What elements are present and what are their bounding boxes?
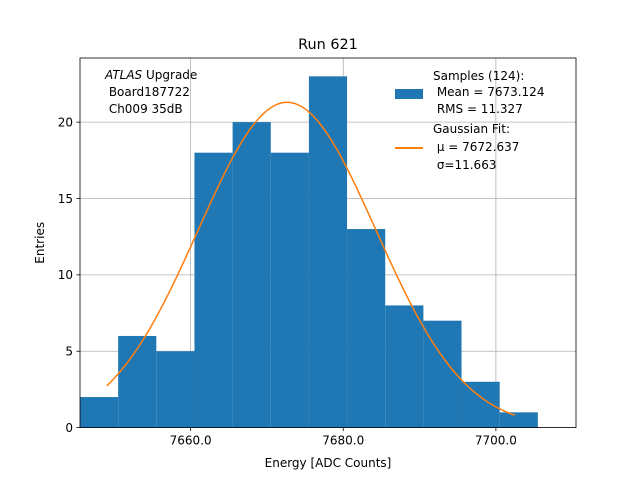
legend-samples-swatch — [395, 89, 423, 99]
legend-fit-mu: μ = 7672.637 — [433, 140, 519, 154]
histogram-bar-0 — [80, 397, 119, 428]
histogram-bar-1 — [118, 335, 157, 428]
x-axis-label: Energy [ADC Counts] — [265, 456, 392, 470]
legend-samples-mean: Mean = 7673.124 — [433, 85, 544, 99]
histogram-bar-10 — [461, 381, 500, 428]
histogram-bar-8 — [385, 305, 424, 428]
y-axis-label: Entries — [33, 222, 47, 264]
histogram-bar-7 — [347, 229, 386, 428]
board-label: Board187722 — [105, 85, 190, 99]
x-tick-label: 7680.0 — [322, 434, 364, 448]
atlas-label-upgrade: Upgrade — [142, 68, 197, 82]
histogram-bar-4 — [232, 122, 271, 428]
legend: Samples (124): Mean = 7673.124 RMS = 11.… — [395, 69, 544, 172]
y-tick-label: 20 — [58, 115, 73, 129]
histogram-bar-3 — [194, 152, 233, 428]
x-tick-label: 7660.0 — [170, 434, 212, 448]
chart-title: Run 621 — [298, 37, 358, 53]
atlas-label-italic: ATLAS — [104, 68, 143, 82]
atlas-label: ATLAS Upgrade — [104, 68, 197, 82]
legend-samples-rms: RMS = 11.327 — [433, 102, 523, 116]
histogram-bar-2 — [156, 351, 195, 428]
y-tick-label: 15 — [58, 192, 73, 206]
histogram-bar-11 — [499, 412, 538, 428]
y-axis-ticks: 0 5 10 15 20 — [58, 115, 80, 435]
histogram-bar-6 — [308, 76, 348, 428]
atlas-annotation: ATLAS Upgrade Board187722 Ch009 35dB — [104, 68, 197, 116]
x-axis-ticks: 7660.0 7680.0 7700.0 — [170, 427, 517, 448]
legend-fit-title: Gaussian Fit: — [433, 122, 510, 136]
channel-label: Ch009 35dB — [105, 102, 183, 116]
y-tick-label: 10 — [58, 268, 73, 282]
y-tick-label: 0 — [65, 421, 73, 435]
x-tick-label: 7700.0 — [475, 434, 517, 448]
legend-fit-sigma: σ=11.663 — [433, 158, 496, 172]
plot-frame — [79, 57, 577, 429]
histogram-bar-5 — [270, 152, 309, 428]
legend-samples-title: Samples (124): — [433, 69, 524, 83]
y-tick-label: 5 — [65, 345, 73, 359]
gaussian-fit-line — [106, 101, 516, 417]
